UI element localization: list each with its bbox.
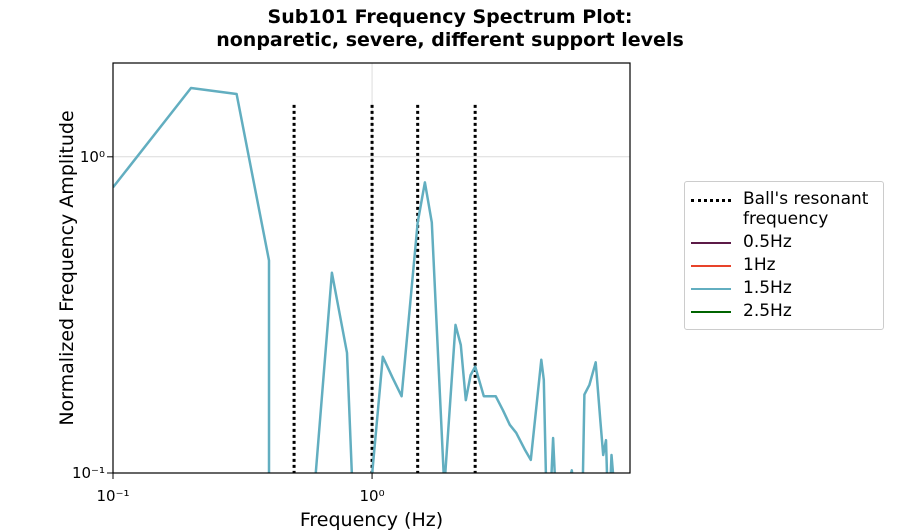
legend-entry: 0.5Hz <box>685 232 883 252</box>
legend-entry: 2.5Hz <box>685 301 883 321</box>
legend-entry: Ball's resonant frequency <box>685 189 883 229</box>
legend: Ball's resonant frequency 0.5Hz 1Hz 1.5Hz 2.… <box>684 181 884 330</box>
legend-key <box>691 255 731 275</box>
y-tick-label: 10⁻¹ <box>72 464 105 482</box>
legend-label: 1.5Hz <box>743 278 792 298</box>
chart-title: Sub101 Frequency Spectrum Plot: nonparet… <box>0 6 900 52</box>
legend-key <box>691 278 731 298</box>
legend-swatch <box>691 199 731 202</box>
title-text: Sub101 Frequency Spectrum Plot: nonparet… <box>216 6 684 51</box>
x-tick-label: 10⁻¹ <box>96 487 129 505</box>
plot-frame <box>112 62 631 474</box>
legend-swatch <box>691 288 731 290</box>
x-tick-label: 10⁰ <box>360 487 385 505</box>
legend-label: 1Hz <box>743 255 776 275</box>
y-tick-label: 10⁰ <box>80 148 105 166</box>
legend-label: 2.5Hz <box>743 301 792 321</box>
legend-swatch <box>691 242 731 244</box>
legend-entry: 1.5Hz <box>685 278 883 298</box>
series-line <box>113 86 615 473</box>
legend-key <box>691 232 731 252</box>
legend-key <box>691 189 731 209</box>
legend-label: 0.5Hz <box>743 232 792 252</box>
legend-label: Ball's resonant frequency <box>743 189 869 229</box>
legend-swatch <box>691 311 731 313</box>
y-axis-label: Normalized Frequency Amplitude <box>56 110 78 425</box>
legend-key <box>691 301 731 321</box>
legend-swatch <box>691 265 731 267</box>
x-axis-label: Frequency (Hz) <box>300 509 443 531</box>
legend-entry: 1Hz <box>685 255 883 275</box>
